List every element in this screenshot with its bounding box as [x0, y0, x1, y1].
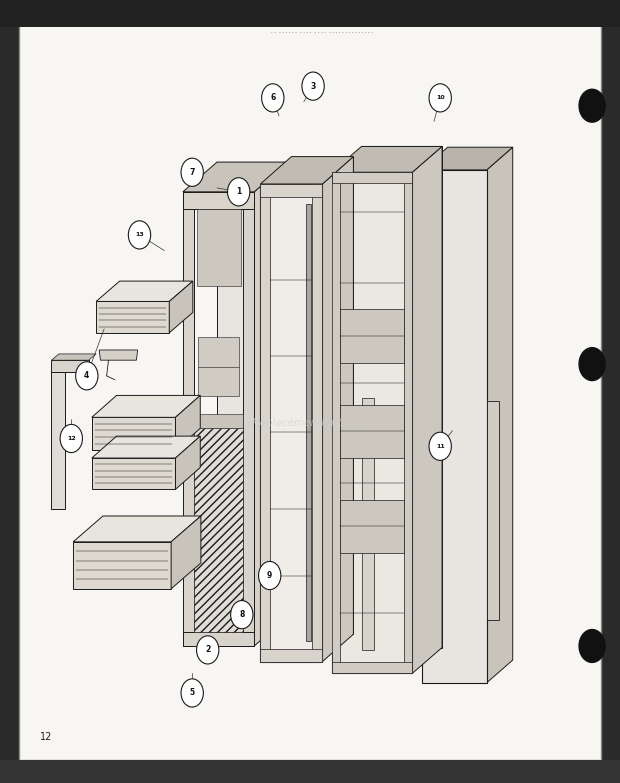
- Text: 4: 4: [84, 371, 89, 381]
- Polygon shape: [260, 184, 322, 197]
- Polygon shape: [362, 398, 374, 650]
- Polygon shape: [183, 632, 254, 646]
- Polygon shape: [291, 157, 353, 634]
- Text: 1: 1: [236, 187, 241, 197]
- Text: 11: 11: [436, 444, 445, 449]
- Polygon shape: [51, 360, 89, 372]
- Text: eReplacementParts.com: eReplacementParts.com: [246, 418, 374, 428]
- Circle shape: [579, 89, 605, 122]
- Polygon shape: [73, 542, 171, 589]
- Polygon shape: [306, 204, 311, 641]
- Circle shape: [429, 432, 451, 460]
- Polygon shape: [260, 157, 353, 184]
- Polygon shape: [260, 649, 322, 662]
- Polygon shape: [487, 147, 513, 683]
- Circle shape: [228, 178, 250, 206]
- Polygon shape: [340, 500, 404, 553]
- Text: 9: 9: [267, 571, 272, 580]
- Circle shape: [262, 84, 284, 112]
- Polygon shape: [175, 436, 200, 489]
- Circle shape: [231, 601, 253, 629]
- Polygon shape: [92, 395, 200, 417]
- Polygon shape: [260, 184, 322, 662]
- Polygon shape: [254, 162, 288, 646]
- Polygon shape: [322, 157, 353, 662]
- Polygon shape: [217, 162, 288, 616]
- Polygon shape: [92, 436, 200, 458]
- Polygon shape: [404, 172, 412, 673]
- Polygon shape: [312, 184, 322, 662]
- Polygon shape: [332, 172, 340, 673]
- Polygon shape: [175, 395, 200, 450]
- Circle shape: [579, 630, 605, 662]
- Circle shape: [181, 679, 203, 707]
- Polygon shape: [332, 662, 412, 673]
- Bar: [0, 0, 620, 27]
- Polygon shape: [92, 417, 175, 450]
- Polygon shape: [73, 516, 201, 542]
- Polygon shape: [332, 146, 442, 172]
- Polygon shape: [51, 354, 96, 360]
- Circle shape: [76, 362, 98, 390]
- Polygon shape: [340, 309, 404, 363]
- Polygon shape: [412, 146, 442, 673]
- Polygon shape: [194, 428, 243, 632]
- Circle shape: [60, 424, 82, 453]
- Polygon shape: [194, 414, 243, 428]
- Circle shape: [128, 221, 151, 249]
- Polygon shape: [92, 458, 175, 489]
- Text: 12: 12: [40, 732, 53, 742]
- Circle shape: [302, 72, 324, 100]
- Polygon shape: [183, 162, 288, 192]
- Text: 3: 3: [311, 81, 316, 91]
- Text: 10: 10: [436, 96, 445, 100]
- Circle shape: [197, 636, 219, 664]
- Polygon shape: [171, 516, 201, 589]
- Polygon shape: [340, 405, 404, 458]
- Text: 7: 7: [190, 168, 195, 177]
- Polygon shape: [487, 401, 499, 620]
- Polygon shape: [243, 192, 254, 646]
- Circle shape: [259, 561, 281, 590]
- Polygon shape: [51, 372, 65, 509]
- Circle shape: [579, 348, 605, 381]
- Polygon shape: [99, 350, 138, 360]
- Polygon shape: [96, 301, 169, 333]
- Text: - -  - - - - - -  - - - -  - - - -  - - - - - - - - - - - - - -: - - - - - - - - - - - - - - - - - - - - …: [272, 31, 373, 35]
- Polygon shape: [183, 192, 194, 646]
- Text: 5: 5: [190, 688, 195, 698]
- Text: 6: 6: [270, 93, 275, 103]
- Text: 12: 12: [67, 436, 76, 441]
- Polygon shape: [96, 281, 193, 301]
- Text: 2: 2: [205, 645, 210, 655]
- Polygon shape: [198, 337, 239, 396]
- Polygon shape: [197, 209, 241, 286]
- Polygon shape: [361, 146, 442, 648]
- Circle shape: [429, 84, 451, 112]
- Polygon shape: [183, 192, 254, 209]
- Bar: [0, 760, 620, 783]
- Polygon shape: [169, 281, 193, 333]
- Polygon shape: [260, 184, 270, 662]
- Polygon shape: [332, 172, 412, 673]
- Polygon shape: [422, 147, 513, 170]
- Polygon shape: [332, 172, 412, 183]
- Polygon shape: [422, 170, 487, 683]
- Circle shape: [181, 158, 203, 186]
- Text: 8: 8: [239, 610, 244, 619]
- Text: 13: 13: [135, 233, 144, 237]
